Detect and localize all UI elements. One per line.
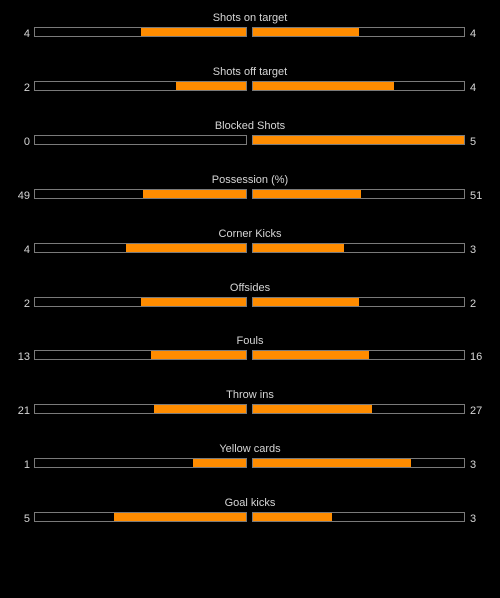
away-value: 5 xyxy=(470,135,477,148)
stat-row-0: Shots on target 4 4 xyxy=(0,12,500,48)
away-bar xyxy=(252,80,465,91)
home-value: 49 xyxy=(17,189,30,202)
away-bar-fill xyxy=(253,513,333,522)
stat-label: Shots on target xyxy=(212,12,288,24)
home-bar-fill xyxy=(142,189,246,198)
home-bar-fill xyxy=(140,28,246,36)
away-bar-fill xyxy=(253,459,412,468)
stat-label: Throw ins xyxy=(226,389,274,402)
away-value: 3 xyxy=(470,459,477,472)
away-bar xyxy=(252,134,465,145)
stat-row-6: Fouls 13 16 xyxy=(0,335,500,371)
away-bar-fill xyxy=(253,297,359,306)
away-value: 3 xyxy=(470,243,477,256)
stat-row-7: Throw ins 21 27 xyxy=(0,389,500,425)
away-value: 4 xyxy=(470,28,477,40)
stat-row-8: Yellow cards 1 3 xyxy=(0,443,500,479)
home-bar xyxy=(34,512,247,523)
home-bar xyxy=(34,458,247,469)
home-value: 2 xyxy=(23,81,30,94)
away-bar-fill xyxy=(253,351,370,360)
home-bar-fill xyxy=(175,81,246,90)
away-bar xyxy=(252,458,465,469)
stat-label: Corner Kicks xyxy=(218,227,282,240)
stat-label: Shots off target xyxy=(212,65,288,78)
stat-label: Possession (%) xyxy=(211,173,289,186)
away-bar xyxy=(252,27,465,37)
away-value: 16 xyxy=(470,351,483,364)
stat-label: Fouls xyxy=(236,335,264,348)
home-bar-fill xyxy=(114,513,246,522)
home-value: 4 xyxy=(23,28,30,40)
home-bar xyxy=(34,134,247,145)
stat-label: Offsides xyxy=(229,281,271,294)
away-value: 3 xyxy=(470,513,477,526)
stat-label: Blocked Shots xyxy=(214,119,286,132)
home-bar xyxy=(34,188,247,199)
home-bar xyxy=(34,27,247,37)
away-value: 2 xyxy=(470,297,477,310)
away-bar xyxy=(252,242,465,253)
away-value: 27 xyxy=(470,405,483,418)
home-bar-fill xyxy=(151,351,246,360)
home-value: 13 xyxy=(17,351,30,364)
away-bar-fill xyxy=(253,189,361,198)
away-bar xyxy=(252,512,465,523)
stat-row-2: Blocked Shots 0 5 xyxy=(0,120,500,156)
home-bar xyxy=(34,350,247,361)
away-value: 4 xyxy=(470,81,477,94)
stat-label: Goal kicks xyxy=(224,497,276,510)
away-bar-fill xyxy=(253,405,372,414)
away-bar xyxy=(252,188,465,199)
home-bar-fill xyxy=(153,405,246,414)
away-bar-fill xyxy=(253,243,344,252)
home-bar xyxy=(34,242,247,253)
stat-label: Yellow cards xyxy=(219,443,281,456)
home-bar-fill xyxy=(193,459,246,468)
home-bar xyxy=(34,404,247,415)
stat-row-1: Shots off target 2 4 xyxy=(0,66,500,102)
home-bar-fill xyxy=(125,243,246,252)
home-value: 2 xyxy=(23,297,30,310)
stat-row-5: Offsides 2 2 xyxy=(0,282,500,318)
home-bar xyxy=(34,80,247,91)
away-bar-fill xyxy=(253,81,394,90)
away-bar xyxy=(252,296,465,307)
stat-row-9: Goal kicks 5 3 xyxy=(0,497,500,533)
home-bar xyxy=(34,296,247,307)
stat-row-3: Possession (%) 49 51 xyxy=(0,174,500,210)
stat-row-4: Corner Kicks 4 3 xyxy=(0,228,500,264)
home-value: 1 xyxy=(23,459,30,472)
home-value: 4 xyxy=(23,243,30,256)
away-bar-fill xyxy=(253,28,359,36)
home-value: 0 xyxy=(23,135,30,148)
away-bar-fill xyxy=(253,135,464,144)
away-bar xyxy=(252,404,465,415)
home-value: 21 xyxy=(17,405,30,418)
away-value: 51 xyxy=(470,189,483,202)
away-bar xyxy=(252,350,465,361)
home-bar-fill xyxy=(140,297,246,306)
home-value: 5 xyxy=(23,513,30,526)
